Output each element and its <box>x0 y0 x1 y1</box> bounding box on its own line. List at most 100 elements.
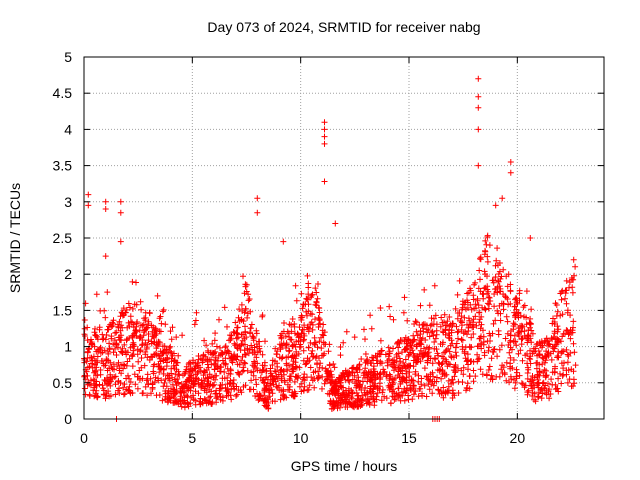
data-point <box>187 361 194 367</box>
data-point <box>181 388 188 395</box>
data-point <box>495 271 502 277</box>
data-point <box>356 381 363 388</box>
data-point <box>330 388 337 395</box>
data-point <box>102 253 109 260</box>
data-point <box>342 367 349 374</box>
data-point <box>559 333 566 340</box>
data-point <box>555 337 562 344</box>
data-point <box>171 350 177 357</box>
data-point <box>216 368 223 375</box>
data-point <box>126 375 133 382</box>
data-point <box>250 372 257 379</box>
data-point <box>154 292 161 299</box>
data-point <box>331 384 338 391</box>
data-point <box>439 360 446 367</box>
data-point <box>312 285 319 292</box>
data-point <box>525 333 532 340</box>
data-point <box>515 309 522 316</box>
data-point <box>411 321 418 327</box>
data-point <box>253 330 260 337</box>
data-point <box>85 202 92 209</box>
data-point <box>546 395 553 402</box>
data-point <box>420 325 426 332</box>
data-point <box>475 126 482 133</box>
data-point <box>300 347 307 354</box>
data-point <box>539 380 546 387</box>
data-point <box>452 349 459 356</box>
data-point <box>447 342 454 349</box>
data-point <box>356 361 363 368</box>
data-point <box>327 398 334 405</box>
data-point <box>448 380 455 387</box>
data-point <box>280 238 287 245</box>
data-point <box>467 287 474 294</box>
data-point <box>454 315 461 322</box>
data-point <box>471 281 478 288</box>
y-tick-label: 0 <box>64 411 72 427</box>
data-point <box>490 277 497 284</box>
data-point <box>127 390 134 397</box>
data-point <box>255 393 262 400</box>
data-point <box>481 352 488 359</box>
data-point <box>108 323 115 330</box>
data-point <box>182 381 189 388</box>
data-point <box>277 344 284 351</box>
data-point <box>198 381 204 388</box>
data-point <box>545 352 552 359</box>
data-point <box>554 308 561 315</box>
data-point <box>406 351 413 358</box>
data-point <box>495 327 502 334</box>
data-point <box>144 324 151 331</box>
data-point <box>572 362 579 369</box>
data-point <box>566 329 573 336</box>
data-point <box>101 347 108 354</box>
data-point <box>568 366 575 373</box>
data-point <box>507 159 514 165</box>
data-point <box>466 317 473 324</box>
data-point <box>92 332 99 339</box>
data-point <box>560 371 567 378</box>
data-point <box>346 378 353 385</box>
data-point <box>506 349 513 356</box>
data-point <box>301 377 308 384</box>
data-point <box>403 388 410 394</box>
data-point <box>477 335 484 342</box>
data-point <box>155 375 161 382</box>
data-point <box>166 395 173 401</box>
data-point <box>566 376 573 383</box>
data-point <box>559 372 566 379</box>
data-point <box>449 322 456 329</box>
data-point <box>124 358 131 365</box>
data-point <box>338 401 345 407</box>
data-point <box>320 339 327 346</box>
data-point <box>236 318 243 325</box>
data-point <box>499 195 506 202</box>
data-point <box>216 316 222 323</box>
data-point <box>229 380 236 387</box>
data-point <box>523 288 530 295</box>
data-point <box>278 377 285 384</box>
data-point <box>133 279 139 286</box>
data-point <box>261 359 268 366</box>
data-point <box>127 313 134 320</box>
data-point <box>434 374 440 381</box>
data-point <box>428 315 435 322</box>
data-point <box>309 353 316 360</box>
data-point <box>433 321 440 328</box>
data-point <box>158 320 165 327</box>
data-point <box>111 374 118 380</box>
data-point <box>468 306 475 313</box>
data-point <box>307 339 314 346</box>
data-point <box>232 319 239 326</box>
data-point <box>343 328 350 335</box>
data-point <box>319 331 326 338</box>
data-point <box>466 373 473 380</box>
data-point <box>105 326 112 333</box>
data-point <box>262 376 269 383</box>
data-point <box>294 375 301 382</box>
data-point <box>322 365 329 372</box>
data-point <box>429 369 436 376</box>
data-point <box>247 308 254 315</box>
data-point <box>497 288 504 295</box>
data-point <box>368 393 375 400</box>
